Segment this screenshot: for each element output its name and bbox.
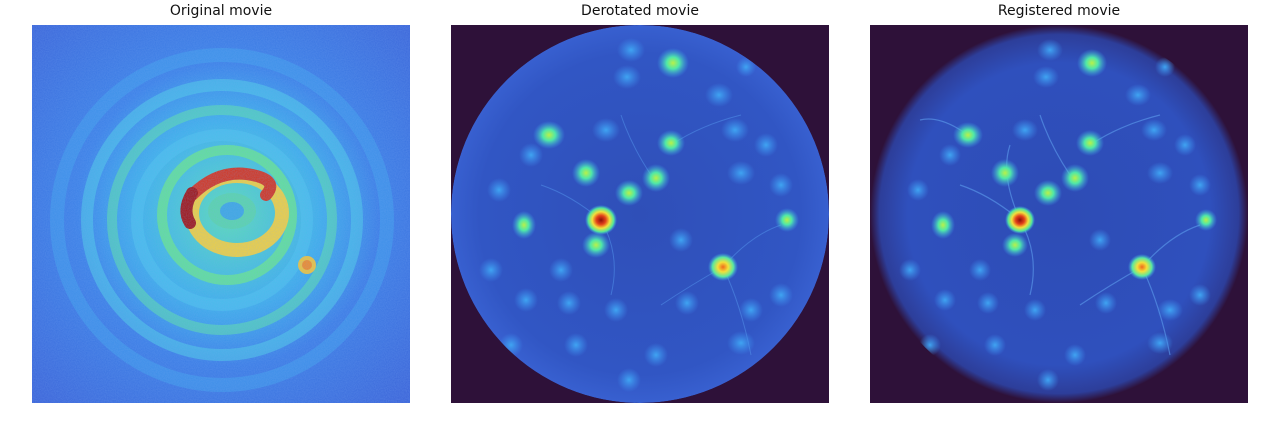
panel-title-registered: Registered movie [997, 3, 1121, 19]
panel-registered-movie: Registered movie [870, 0, 1248, 427]
derotated-movie-image [451, 25, 829, 403]
panel-derotated-movie: Derotated movie [451, 0, 829, 427]
original-movie-image [32, 25, 410, 403]
registered-movie-image [870, 25, 1248, 403]
panel-original-movie: Original movie [32, 0, 410, 427]
panel-title-derotated: Derotated movie [581, 3, 699, 19]
panel-title-original: Original movie [169, 3, 273, 19]
